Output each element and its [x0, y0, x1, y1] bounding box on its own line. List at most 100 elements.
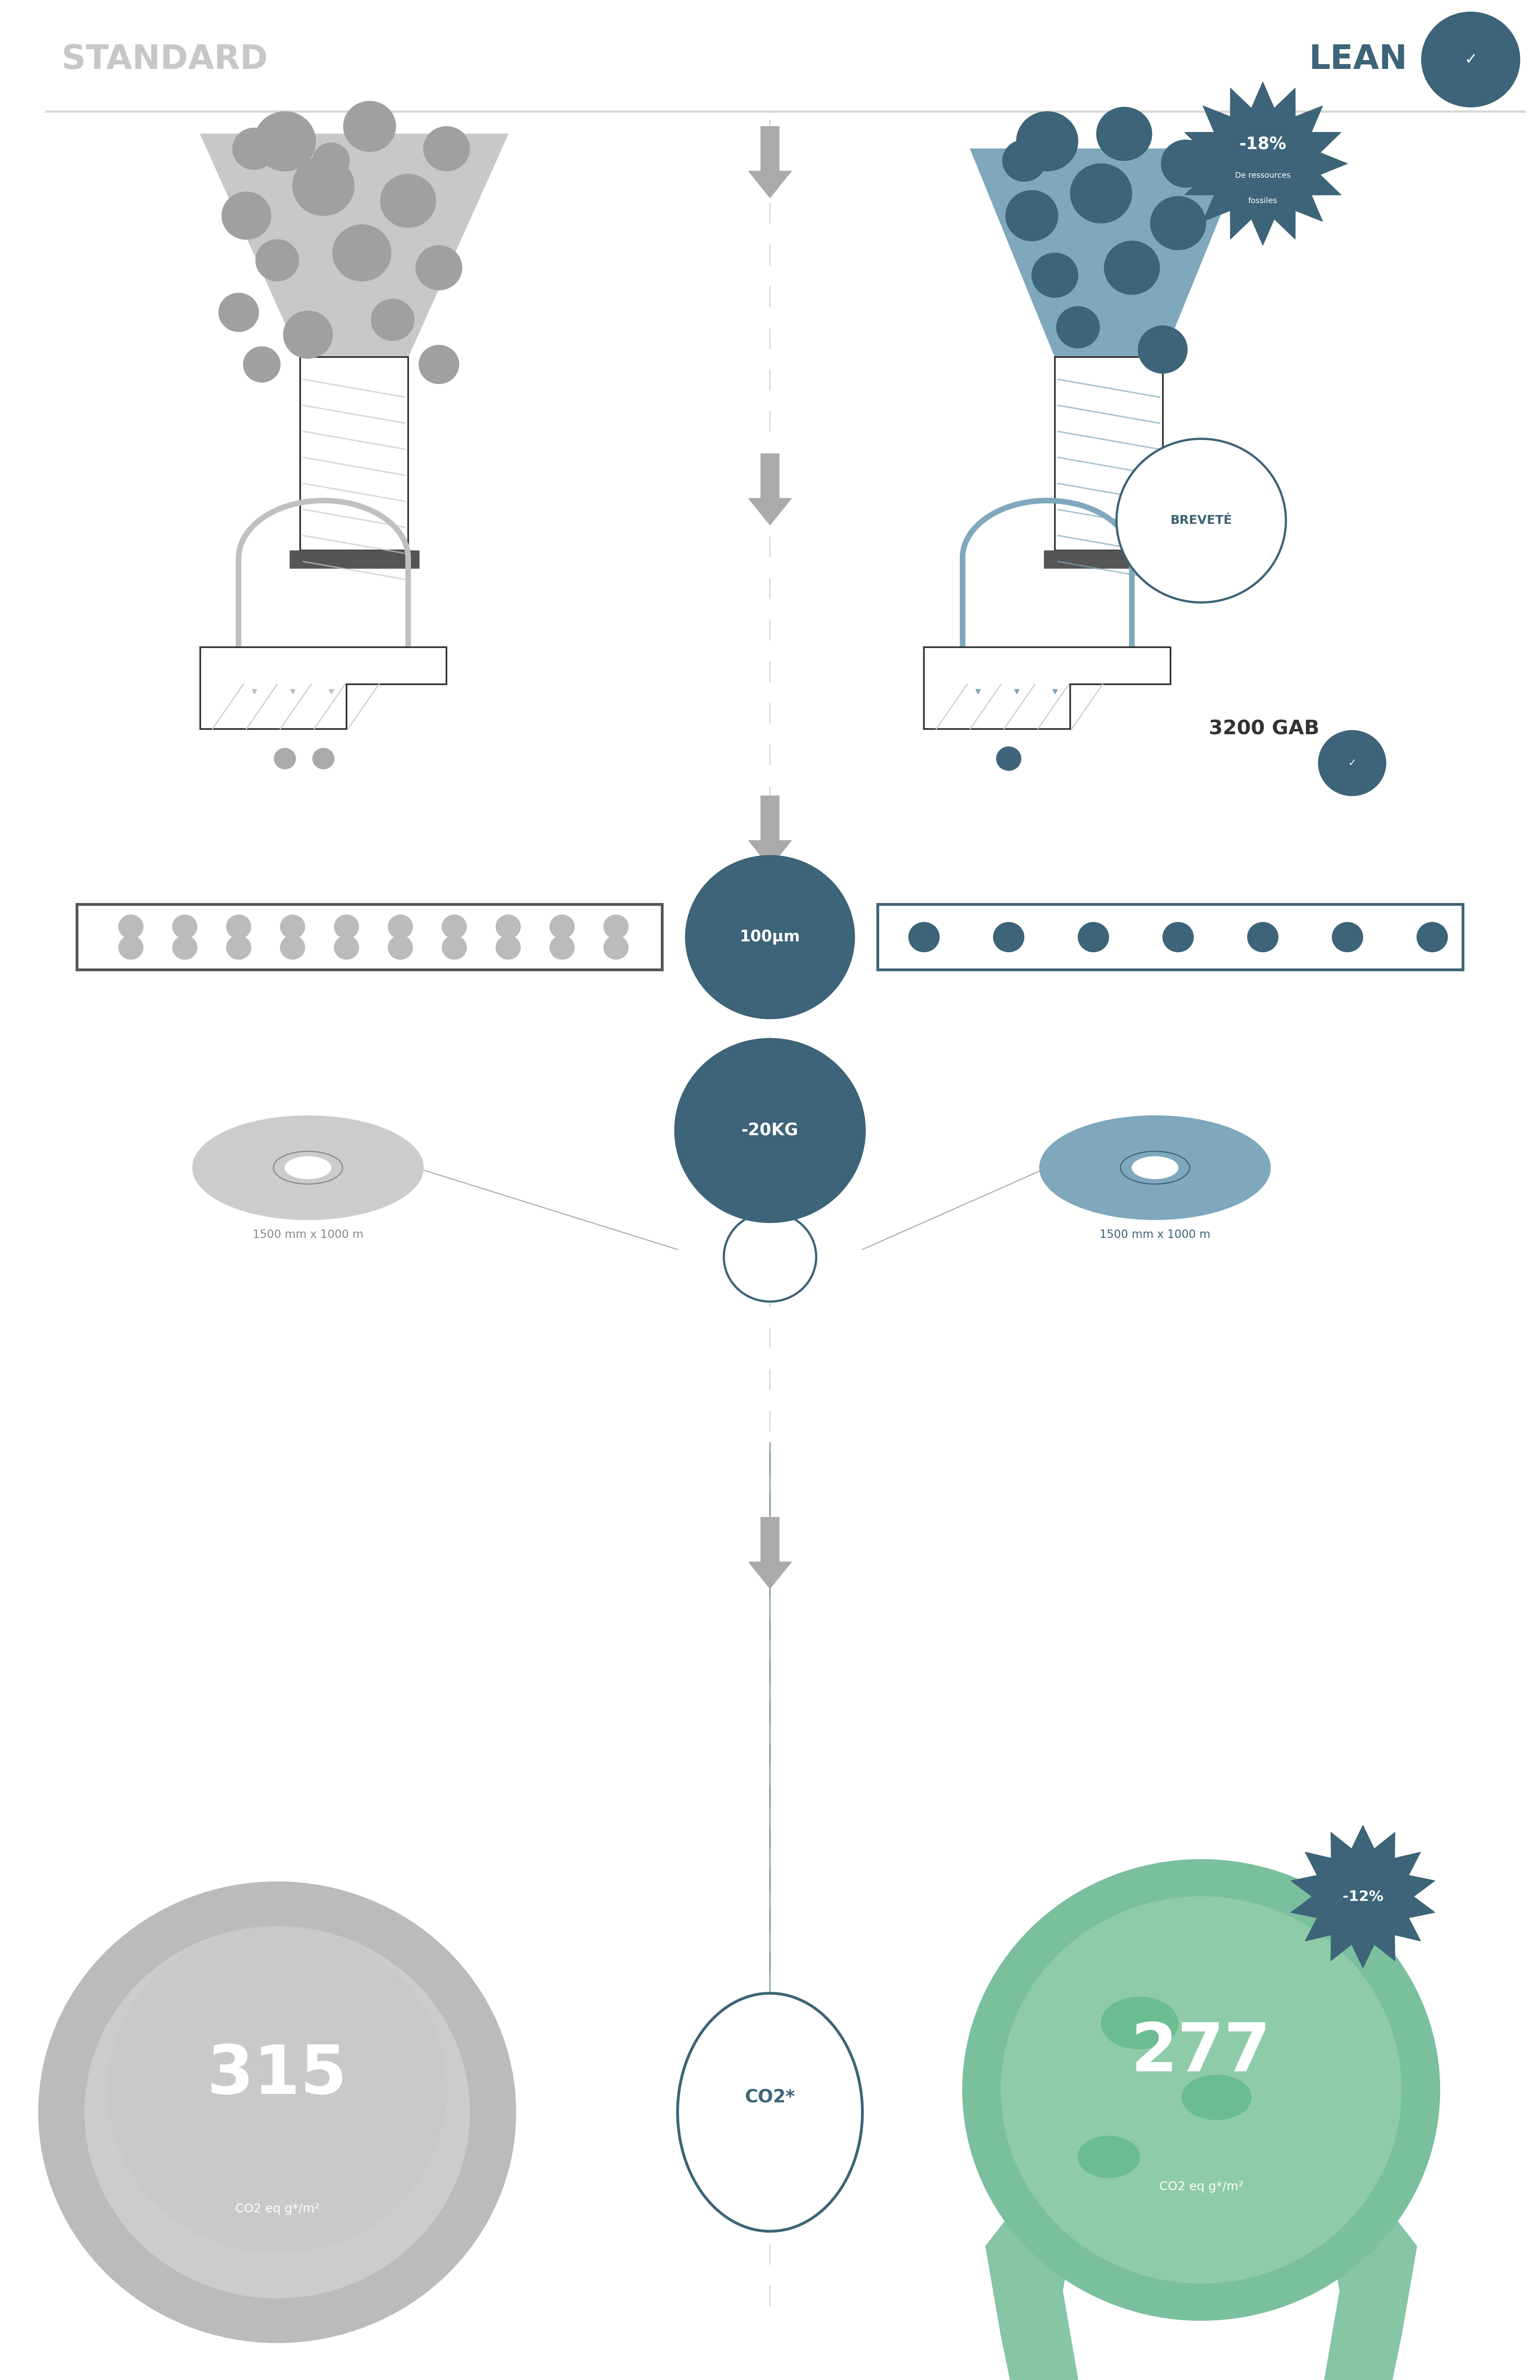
Circle shape	[496, 914, 521, 938]
Circle shape	[996, 747, 1021, 771]
Circle shape	[293, 157, 354, 217]
Ellipse shape	[1101, 1997, 1178, 2049]
Circle shape	[334, 914, 359, 938]
Circle shape	[388, 935, 413, 959]
Circle shape	[1032, 252, 1078, 298]
Circle shape	[1104, 240, 1160, 295]
FancyArrow shape	[748, 1518, 792, 1590]
Circle shape	[1247, 923, 1278, 952]
Circle shape	[1070, 164, 1132, 224]
Polygon shape	[1291, 1825, 1435, 1968]
Circle shape	[333, 224, 391, 281]
Circle shape	[172, 935, 197, 959]
Circle shape	[550, 935, 574, 959]
Circle shape	[280, 914, 305, 938]
Text: 1500 mm x 1000 m: 1500 mm x 1000 m	[1100, 1228, 1210, 1240]
Circle shape	[1096, 107, 1152, 162]
Polygon shape	[290, 550, 419, 569]
Text: BREVETÉ: BREVETÉ	[1170, 514, 1232, 526]
Ellipse shape	[1078, 2137, 1140, 2178]
Circle shape	[1163, 923, 1194, 952]
Circle shape	[604, 914, 628, 938]
Text: fossiles: fossiles	[1249, 198, 1277, 205]
Polygon shape	[1178, 81, 1348, 245]
Circle shape	[1138, 326, 1187, 374]
Circle shape	[334, 935, 359, 959]
Text: -18%: -18%	[1240, 136, 1286, 152]
Text: CO2*: CO2*	[745, 2090, 795, 2106]
Polygon shape	[986, 2187, 1078, 2380]
Circle shape	[1006, 190, 1058, 240]
Circle shape	[724, 1211, 816, 1302]
Circle shape	[274, 747, 296, 769]
Circle shape	[1318, 731, 1386, 795]
Circle shape	[280, 935, 305, 959]
Text: CO2 eq g*/m²: CO2 eq g*/m²	[236, 2204, 319, 2216]
Circle shape	[424, 126, 470, 171]
Circle shape	[388, 914, 413, 938]
Circle shape	[85, 1925, 470, 2299]
FancyArrow shape	[748, 795, 792, 866]
Text: De ressources: De ressources	[1235, 171, 1291, 178]
FancyArrow shape	[748, 455, 792, 526]
Circle shape	[108, 1925, 447, 2254]
Circle shape	[119, 914, 143, 938]
Circle shape	[1078, 923, 1109, 952]
FancyBboxPatch shape	[878, 904, 1463, 971]
Ellipse shape	[192, 1116, 424, 1219]
Circle shape	[1016, 112, 1078, 171]
Circle shape	[442, 914, 467, 938]
Circle shape	[909, 923, 939, 952]
Polygon shape	[1324, 2187, 1417, 2380]
Circle shape	[219, 293, 259, 331]
Circle shape	[380, 174, 436, 228]
Circle shape	[226, 914, 251, 938]
FancyArrow shape	[748, 1116, 792, 1188]
FancyArrow shape	[748, 126, 792, 198]
Circle shape	[283, 312, 333, 359]
Text: 1500 mm x 1000 m: 1500 mm x 1000 m	[253, 1228, 363, 1240]
Text: -12%: -12%	[1343, 1890, 1383, 1904]
Circle shape	[1417, 923, 1448, 952]
Circle shape	[254, 112, 316, 171]
Text: STANDARD: STANDARD	[62, 43, 268, 76]
Circle shape	[313, 747, 334, 769]
Text: ✓: ✓	[1348, 759, 1357, 769]
Text: 315: 315	[206, 2042, 348, 2109]
Polygon shape	[1044, 550, 1173, 569]
Circle shape	[442, 935, 467, 959]
FancyBboxPatch shape	[77, 904, 662, 971]
Circle shape	[226, 935, 251, 959]
Text: LEAN: LEAN	[1309, 43, 1408, 76]
Circle shape	[962, 1859, 1440, 2320]
Circle shape	[604, 935, 628, 959]
Ellipse shape	[285, 1157, 331, 1178]
Circle shape	[550, 914, 574, 938]
Text: -20KG: -20KG	[741, 1121, 799, 1140]
Circle shape	[243, 347, 280, 383]
Circle shape	[119, 935, 143, 959]
Ellipse shape	[678, 1992, 862, 2232]
Polygon shape	[970, 148, 1247, 357]
Circle shape	[416, 245, 462, 290]
Circle shape	[371, 300, 414, 340]
Circle shape	[1150, 195, 1206, 250]
Polygon shape	[200, 647, 447, 728]
Circle shape	[1332, 923, 1363, 952]
Circle shape	[39, 1883, 516, 2342]
Circle shape	[343, 100, 396, 152]
Circle shape	[685, 854, 855, 1019]
Text: 277: 277	[1132, 2021, 1270, 2085]
Circle shape	[419, 345, 459, 383]
Ellipse shape	[1183, 2075, 1250, 2121]
Polygon shape	[1055, 357, 1163, 550]
Circle shape	[1116, 438, 1286, 602]
Circle shape	[1161, 140, 1210, 188]
Ellipse shape	[1040, 1116, 1270, 1219]
Circle shape	[1003, 140, 1046, 181]
Text: 100μm: 100μm	[739, 931, 801, 945]
Text: CO2 eq g*/m²: CO2 eq g*/m²	[1160, 2180, 1243, 2192]
Circle shape	[993, 923, 1024, 952]
Circle shape	[233, 129, 276, 169]
Polygon shape	[300, 357, 408, 550]
